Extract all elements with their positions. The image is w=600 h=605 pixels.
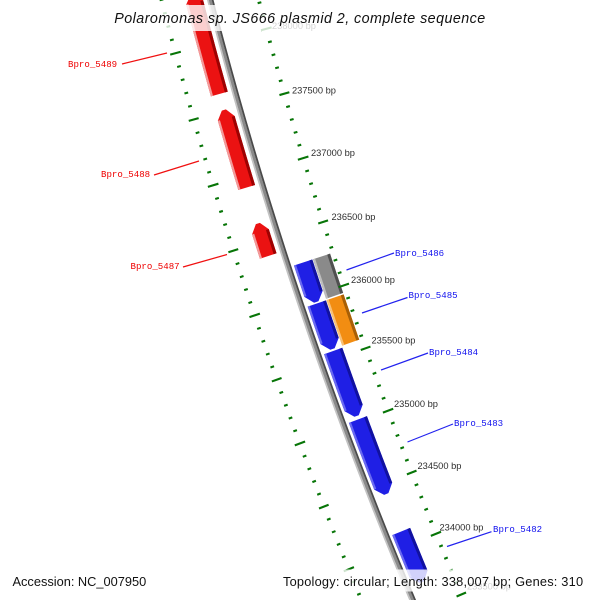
svg-text:Topology: circular; Length: 33: Topology: circular; Length: 338,007 bp; …: [283, 574, 583, 589]
svg-text:Polaromonas sp. JS666 plasmid: Polaromonas sp. JS666 plasmid 2, complet…: [114, 11, 485, 27]
svg-text:Bpro_5486: Bpro_5486: [395, 248, 444, 259]
svg-text:Bpro_5484: Bpro_5484: [429, 347, 478, 358]
svg-text:Bpro_5482: Bpro_5482: [493, 524, 542, 535]
svg-text:235500 bp: 235500 bp: [372, 336, 416, 346]
svg-text:235000 bp: 235000 bp: [394, 399, 438, 409]
svg-text:Bpro_5488: Bpro_5488: [101, 169, 150, 180]
svg-text:Bpro_5487: Bpro_5487: [131, 261, 180, 272]
svg-text:Bpro_5485: Bpro_5485: [409, 290, 458, 301]
svg-text:234000 bp: 234000 bp: [440, 523, 484, 533]
svg-text:236500 bp: 236500 bp: [332, 212, 376, 222]
svg-text:Bpro_5483: Bpro_5483: [454, 418, 503, 429]
svg-text:234500 bp: 234500 bp: [418, 461, 462, 471]
svg-text:237500 bp: 237500 bp: [292, 86, 336, 96]
svg-text:Bpro_5489: Bpro_5489: [68, 59, 117, 70]
svg-text:237000 bp: 237000 bp: [311, 148, 355, 158]
svg-text:Accession: NC_007950: Accession: NC_007950: [13, 574, 147, 589]
svg-text:236000 bp: 236000 bp: [351, 275, 395, 285]
